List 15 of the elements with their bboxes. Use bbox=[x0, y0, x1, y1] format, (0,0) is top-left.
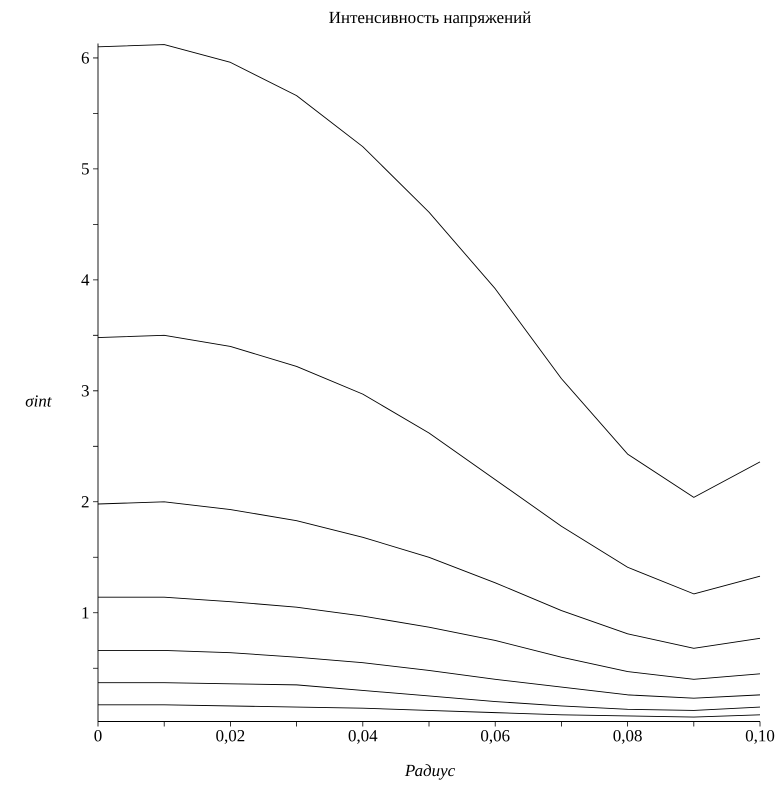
y-tick-label: 2 bbox=[82, 496, 89, 508]
y-tick-label: 1 bbox=[82, 607, 88, 618]
x-tick-label: 0,08 bbox=[613, 730, 642, 744]
x-axis-title: Радиус bbox=[404, 764, 455, 780]
y-tick-label: 4 bbox=[81, 274, 90, 286]
chart-title: Интенсивность напряжений bbox=[329, 11, 531, 27]
x-tick-label: 0,04 bbox=[348, 730, 378, 744]
y-tick-label: 6 bbox=[82, 52, 89, 64]
y-tick-label: 3 bbox=[82, 385, 89, 397]
y-tick-label: 5 bbox=[82, 163, 89, 175]
x-tick-label: 0,06 bbox=[481, 730, 510, 744]
x-tick-label: 0,02 bbox=[216, 730, 244, 744]
y-axis-title: σint bbox=[26, 395, 52, 407]
x-tick-label: 0,10 bbox=[746, 730, 774, 744]
x-tick-label: 0 bbox=[94, 730, 102, 742]
